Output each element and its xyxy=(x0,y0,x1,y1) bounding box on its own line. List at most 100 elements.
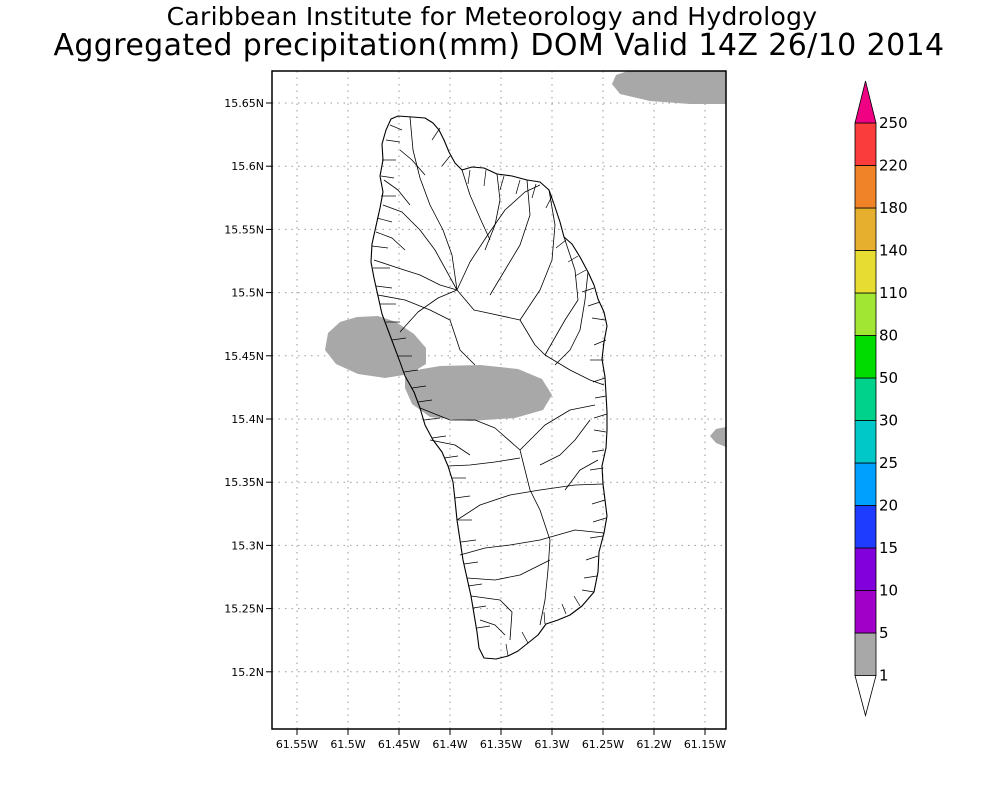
coastal-stream xyxy=(380,175,395,179)
coastal-stream xyxy=(515,179,521,195)
coastal-stream xyxy=(592,517,607,523)
coastal-stream xyxy=(441,155,451,167)
lat-tick-label: 15.65N xyxy=(224,97,264,110)
colorbar-segment xyxy=(854,165,877,209)
coastal-stream xyxy=(593,413,608,419)
coastal-stream xyxy=(591,499,606,505)
colorbar-bottom-arrow xyxy=(854,675,877,718)
precip-area-central xyxy=(405,365,552,421)
lon-tick-label: 61.3W xyxy=(534,738,569,751)
lon-tick-label: 61.25W xyxy=(582,738,624,751)
coastal-stream xyxy=(505,643,509,657)
coastal-stream xyxy=(594,395,607,399)
colorbar-label: 25 xyxy=(879,454,898,472)
colorbar-segment xyxy=(854,590,877,634)
coastal-stream xyxy=(467,169,471,185)
coastal-stream xyxy=(593,339,607,346)
coastal-stream xyxy=(467,583,483,587)
coastal-stream xyxy=(431,127,441,141)
colorbar-segment xyxy=(854,547,877,591)
coastal-stream xyxy=(385,139,401,143)
coastal-stream xyxy=(376,217,393,223)
coastal-stream xyxy=(499,175,505,191)
colorbar-label: 180 xyxy=(879,199,908,217)
map-title: Caribbean Institute for Meteorology and … xyxy=(166,2,818,31)
lon-tick-label: 61.15W xyxy=(684,738,726,751)
lon-tick-label: 61.35W xyxy=(480,738,522,751)
colorbar-label: 20 xyxy=(879,497,898,515)
lat-tick-label: 15.55N xyxy=(224,223,264,236)
lat-tick-label: 15.2N xyxy=(231,666,264,679)
coastal-stream xyxy=(417,399,433,403)
coastal-stream xyxy=(411,385,427,389)
lat-tick-label: 15.6N xyxy=(231,160,264,173)
colorbar-label: 110 xyxy=(879,284,908,302)
lon-tick-label: 61.55W xyxy=(276,738,318,751)
colorbar-label: 10 xyxy=(879,582,898,600)
colorbar-label: 140 xyxy=(879,242,908,260)
coastal-stream xyxy=(463,561,479,565)
coastal-stream xyxy=(585,555,599,561)
coastal-drainage-lines xyxy=(371,124,608,657)
colorbar-segment xyxy=(854,335,877,379)
coastal-stream xyxy=(476,625,491,629)
coastal-stream xyxy=(555,239,567,249)
coastal-stream xyxy=(543,611,546,625)
colorbar-segment xyxy=(854,377,877,421)
coastal-stream xyxy=(454,495,471,499)
coastal-stream xyxy=(561,603,567,615)
colorbar-label: 250 xyxy=(879,114,908,132)
lon-tick-label: 61.45W xyxy=(378,738,420,751)
lon-tick-label: 61.2W xyxy=(636,738,671,751)
coastal-stream xyxy=(573,595,581,607)
colorbar-segment xyxy=(854,122,877,166)
coastal-stream xyxy=(472,605,487,609)
lat-tick-label: 15.35N xyxy=(224,476,264,489)
precip-area-northeast xyxy=(612,71,726,104)
coastal-stream xyxy=(574,269,587,277)
coastal-stream xyxy=(589,467,604,471)
coastal-stream xyxy=(593,429,607,433)
coastal-stream xyxy=(591,317,606,321)
coastal-stream xyxy=(521,631,529,644)
colorbar-label: 1 xyxy=(879,667,889,685)
lat-tick-label: 15.25N xyxy=(224,603,264,616)
lat-tick-label: 15.4N xyxy=(231,413,264,426)
coastal-stream xyxy=(371,245,389,249)
coastal-stream xyxy=(375,285,393,289)
coastal-stream xyxy=(389,124,403,131)
map-subtitle: Aggregated precipitation(mm) DOM Valid 1… xyxy=(53,28,945,63)
coastal-stream xyxy=(587,301,601,307)
colorbar-label: 30 xyxy=(879,412,898,430)
coastal-stream xyxy=(483,169,487,187)
lon-tick-label: 61.5W xyxy=(330,738,365,751)
map-frame xyxy=(271,70,727,730)
lat-tick-label: 15.5N xyxy=(231,287,264,300)
coastal-stream xyxy=(583,575,598,579)
lat-tick-label: 15.3N xyxy=(231,539,264,552)
colorbar-segment xyxy=(854,250,877,294)
colorbar-segment xyxy=(854,292,877,336)
coastal-stream xyxy=(591,449,605,453)
coastal-stream xyxy=(581,589,595,593)
colorbar-segment xyxy=(854,207,877,251)
lon-tick-label: 61.4W xyxy=(432,738,467,751)
colorbar-label: 15 xyxy=(879,539,898,557)
colorbar-segment xyxy=(854,505,877,549)
lat-tick-label: 15.45N xyxy=(224,350,264,363)
colorbar-segment xyxy=(854,420,877,464)
colorbar-label: 220 xyxy=(879,157,908,175)
map-grid xyxy=(272,71,726,729)
precip-area-west xyxy=(325,316,426,378)
coastal-stream xyxy=(391,337,407,341)
precip-area-east xyxy=(710,427,726,447)
coastal-stream xyxy=(589,535,604,539)
axis-ticks: 15.65N 15.6N 15.55N 15.5N 15.45N 15.4N 15.35N 1… xyxy=(224,97,726,751)
precipitation-areas xyxy=(325,71,726,447)
colorbar-label: 50 xyxy=(879,369,898,387)
coastal-stream xyxy=(423,417,441,421)
colorbar-segment xyxy=(854,462,877,506)
coastal-stream xyxy=(531,183,537,199)
coastal-stream xyxy=(431,435,447,439)
